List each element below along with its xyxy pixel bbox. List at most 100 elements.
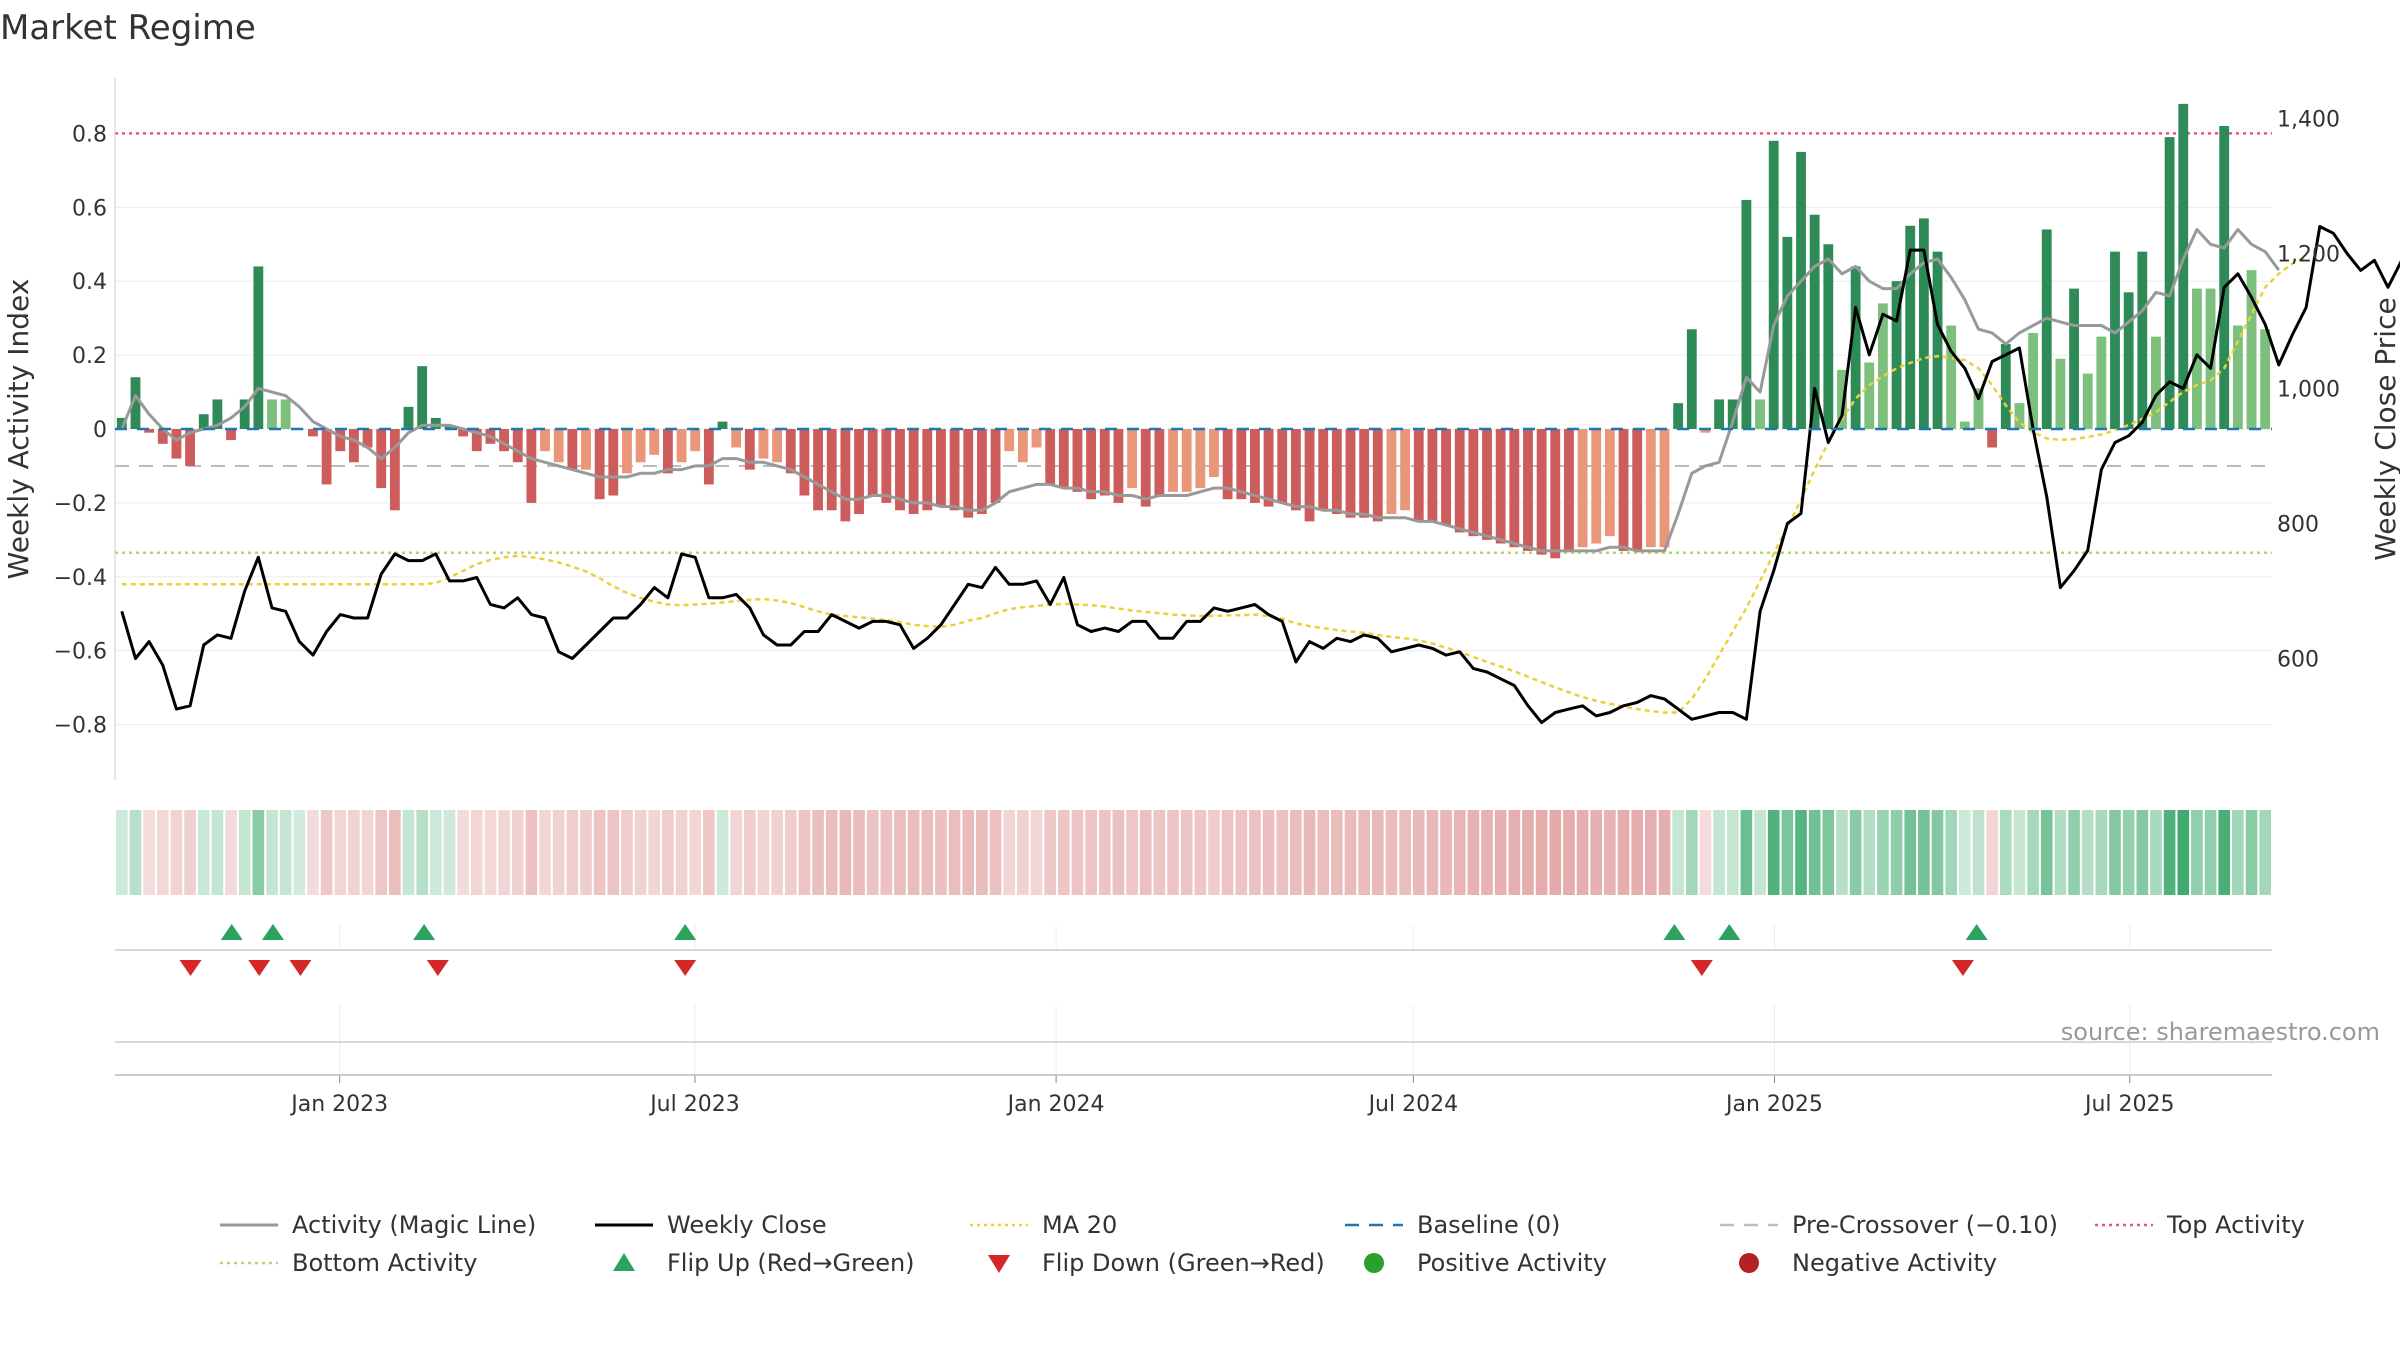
regime-strip-cell xyxy=(634,810,647,895)
activity-bar xyxy=(2178,103,2189,429)
regime-strip-cell xyxy=(2245,810,2258,895)
activity-bar xyxy=(1932,251,1943,429)
flip-down-marker xyxy=(1951,960,1974,976)
activity-bar xyxy=(1509,429,1520,548)
regime-strip-cell xyxy=(743,810,756,895)
activity-bar xyxy=(1850,266,1861,429)
y-left-tick-label: 0.4 xyxy=(72,270,107,295)
activity-bar xyxy=(226,429,236,441)
regime-strip-cell xyxy=(1017,810,1029,895)
activity-bar xyxy=(1086,429,1097,500)
regime-strip-cell xyxy=(1767,810,1780,895)
regime-strip-cell xyxy=(334,810,347,895)
regime-strip-cell xyxy=(1658,810,1671,895)
regime-strip-cell xyxy=(416,810,428,895)
activity-bar xyxy=(403,406,414,429)
regime-strip-cell xyxy=(1781,810,1794,895)
activity-bar xyxy=(676,429,687,463)
legend: Activity (Magic Line) Weekly Close MA 20 Ba… xyxy=(220,1211,2305,1277)
activity-bar xyxy=(1004,429,1015,452)
activity-bar xyxy=(581,429,591,470)
regime-strip-cell xyxy=(1535,810,1548,895)
activity-bar xyxy=(1386,429,1397,514)
activity-bar xyxy=(1959,421,1970,429)
regime-strip-cell xyxy=(1262,810,1275,895)
regime-strip-cell xyxy=(1713,810,1725,895)
activity-bar xyxy=(2260,329,2271,429)
activity-bar xyxy=(826,429,837,511)
regime-strip-cell xyxy=(511,810,524,895)
regime-strip-cell xyxy=(566,810,579,895)
regime-strip-cell xyxy=(1153,810,1166,895)
regime-strip-cell xyxy=(1631,810,1644,895)
activity-bar xyxy=(1127,429,1137,489)
regime-strip-cell xyxy=(348,810,360,895)
legend-label: Flip Down (Green→Red) xyxy=(1042,1249,1325,1277)
regime-strip-cell xyxy=(2027,810,2039,895)
activity-bar xyxy=(239,399,250,429)
regime-strip-cell xyxy=(1126,810,1138,895)
regime-strip-cell xyxy=(1972,810,1985,895)
regime-strip-cell xyxy=(935,810,947,895)
regime-strip-cell xyxy=(771,810,783,895)
activity-bar xyxy=(553,429,564,463)
activity-bar xyxy=(1331,429,1342,514)
activity-bar xyxy=(458,429,469,437)
regime-strip-cell xyxy=(2081,810,2094,895)
activity-bar xyxy=(2246,270,2257,429)
activity-bar xyxy=(1905,225,1916,429)
activity-bar xyxy=(130,377,141,429)
activity-bar xyxy=(990,429,1001,503)
axes: 0.8 0.6 0.4 0.2 0 −0.2 −0.4 −0.6 −0.8 1,400 1,200 1… xyxy=(2,78,2400,1117)
flip-up-marker xyxy=(1663,924,1686,940)
activity-bar xyxy=(1140,429,1151,507)
activity-bar xyxy=(2082,373,2093,429)
regime-strip-cell xyxy=(757,810,770,895)
activity-bar xyxy=(1577,429,1588,548)
activity-bar xyxy=(1290,429,1301,511)
regime-strip-cell xyxy=(675,810,688,895)
regime-strip-cell xyxy=(2136,810,2149,895)
activity-bar xyxy=(1809,214,1820,429)
y-right-tick-label: 1,400 xyxy=(2277,108,2340,133)
x-tick-label: Jan 2025 xyxy=(1724,1092,1823,1117)
regime-strip-cell xyxy=(2232,810,2244,895)
activity-bar xyxy=(540,429,550,452)
activity-bar xyxy=(1072,429,1083,492)
flip-down-marker xyxy=(674,960,697,976)
regime-strip-cell xyxy=(1945,810,1958,895)
activity-bar xyxy=(1659,429,1670,548)
regime-strip-cell xyxy=(1590,810,1603,895)
regime-strip-cell xyxy=(798,810,811,895)
y-left-tick-label: 0.6 xyxy=(72,196,107,221)
regime-strip-cell xyxy=(1931,810,1944,895)
y-left-tick-label: −0.8 xyxy=(54,714,107,739)
activity-bar xyxy=(1250,429,1260,503)
regime-strip-cell xyxy=(1426,810,1439,895)
activity-bar xyxy=(758,429,769,459)
regime-strip-cell xyxy=(1959,810,1971,895)
activity-bar xyxy=(717,421,728,429)
activity-bar xyxy=(267,399,277,429)
activity-bar xyxy=(1604,429,1615,537)
legend-label: Pre-Crossover (−0.10) xyxy=(1792,1211,2058,1239)
activity-bar xyxy=(1454,429,1465,533)
regime-strip-cell xyxy=(1494,810,1507,895)
regime-strip-cell xyxy=(552,810,565,895)
chart-title: Market Regime xyxy=(0,8,256,48)
activity-bar xyxy=(1864,362,1875,429)
regime-strip-cell xyxy=(1208,810,1220,895)
regime-strip-cell xyxy=(429,810,442,895)
regime-strip-cell xyxy=(1795,810,1807,895)
regime-strip-cell xyxy=(962,810,975,895)
activity-bar xyxy=(335,429,346,452)
regime-strip-cell xyxy=(1467,810,1480,895)
activity-bar xyxy=(1878,303,1888,429)
regime-strip-cell xyxy=(907,810,920,895)
regime-strip-cell xyxy=(1672,810,1684,895)
legend-label: Weekly Close xyxy=(667,1211,827,1239)
y-left-tick-label: −0.2 xyxy=(54,492,107,517)
regime-strip-cell xyxy=(1754,810,1766,895)
legend-label: Bottom Activity xyxy=(292,1249,477,1277)
